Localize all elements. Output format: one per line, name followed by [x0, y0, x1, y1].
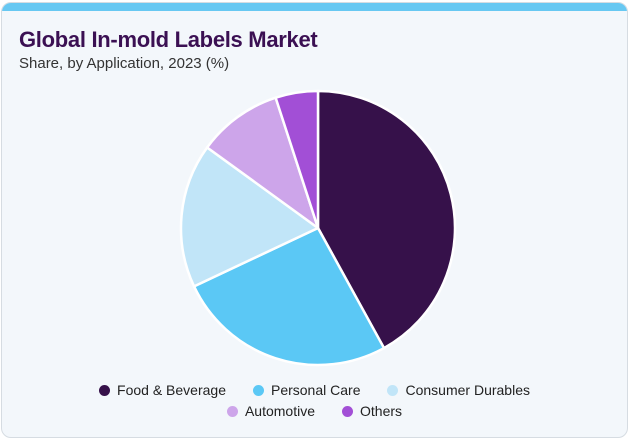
card-top-accent-bar [2, 3, 627, 11]
legend-item-personal-care: Personal Care [252, 382, 361, 398]
pie-chart [177, 87, 459, 369]
pie-slice-others [274, 89, 320, 230]
legend-item-food-beverage: Food & Beverage [99, 382, 226, 398]
pie-chart-svg [179, 89, 457, 367]
legend-label: Personal Care [270, 382, 361, 398]
legend-label: Others [360, 403, 403, 419]
legend-item-automotive: Automotive [226, 403, 316, 419]
others-swatch-icon [342, 405, 354, 417]
chart-subtitle: Share, by Application, 2023 (%) [19, 55, 230, 72]
legend-label: Consumer Durables [405, 382, 530, 398]
food-beverage-swatch-icon [99, 384, 111, 396]
legend-item-others: Others [342, 403, 402, 419]
pie-slice-automotive [205, 96, 320, 230]
chart-title: Global In-mold Labels Market [19, 27, 318, 52]
legend-row-1: Food & Beverage Personal Care Consumer D… [99, 382, 530, 398]
pie-slice-consumer-durables [179, 146, 320, 288]
chart-legend: Food & Beverage Personal Care Consumer D… [2, 382, 627, 419]
consumer-durables-swatch-icon [387, 384, 399, 396]
legend-item-consumer-durables: Consumer Durables [387, 382, 530, 398]
pie-slice-food-beverage [316, 89, 457, 350]
personal-care-swatch-icon [252, 384, 264, 396]
legend-label: Automotive [244, 403, 316, 419]
pie-slice-personal-care [192, 226, 386, 367]
legend-row-2: Automotive Others [226, 403, 402, 419]
automotive-swatch-icon [226, 405, 238, 417]
legend-label: Food & Beverage [117, 382, 226, 398]
